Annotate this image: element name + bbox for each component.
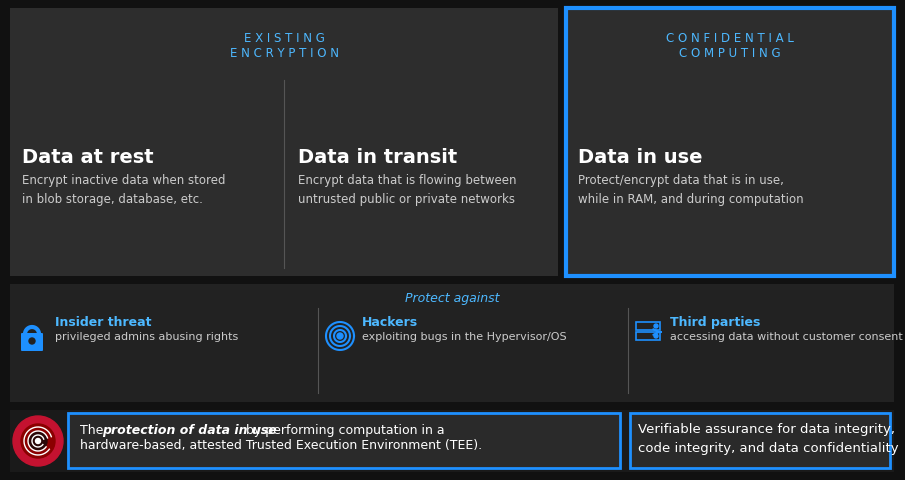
Text: Insider threat: Insider threat (55, 316, 151, 329)
Circle shape (13, 416, 63, 466)
Text: Verifiable assurance for data integrity,
code integrity, and data confidentialit: Verifiable assurance for data integrity,… (638, 423, 899, 455)
FancyBboxPatch shape (636, 322, 660, 330)
Circle shape (654, 324, 658, 328)
Text: privileged admins abusing rights: privileged admins abusing rights (55, 332, 238, 342)
Text: accessing data without customer consent: accessing data without customer consent (670, 332, 903, 342)
Text: Third parties: Third parties (670, 316, 760, 329)
FancyBboxPatch shape (10, 8, 558, 276)
Text: The: The (80, 424, 108, 437)
Text: Encrypt data that is flowing between
untrusted public or private networks: Encrypt data that is flowing between unt… (298, 174, 517, 206)
Circle shape (654, 334, 658, 338)
FancyBboxPatch shape (630, 413, 890, 468)
Text: Protect against: Protect against (405, 292, 500, 305)
FancyBboxPatch shape (21, 333, 43, 351)
Text: hardware-based, attested Trusted Execution Environment (TEE).: hardware-based, attested Trusted Executi… (80, 439, 482, 452)
Circle shape (337, 333, 343, 339)
Text: Encrypt inactive data when stored
in blob storage, database, etc.: Encrypt inactive data when stored in blo… (22, 174, 225, 206)
Text: Data in use: Data in use (578, 148, 702, 167)
Circle shape (35, 439, 41, 444)
Circle shape (21, 424, 55, 458)
Text: E X I S T I N G: E X I S T I N G (243, 32, 324, 45)
Text: Hackers: Hackers (362, 316, 418, 329)
Text: C O N F I D E N T I A L: C O N F I D E N T I A L (666, 32, 794, 45)
Text: Data in transit: Data in transit (298, 148, 457, 167)
Text: exploiting bugs in the Hypervisor/OS: exploiting bugs in the Hypervisor/OS (362, 332, 567, 342)
Text: Protect/encrypt data that is in use,
while in RAM, and during computation: Protect/encrypt data that is in use, whi… (578, 174, 804, 206)
Text: E N C R Y P T I O N: E N C R Y P T I O N (230, 47, 338, 60)
Circle shape (29, 338, 35, 344)
FancyBboxPatch shape (566, 8, 894, 276)
Text: protection of data in use: protection of data in use (102, 424, 277, 437)
Text: Data at rest: Data at rest (22, 148, 154, 167)
Text: by performing computation in a: by performing computation in a (242, 424, 444, 437)
FancyBboxPatch shape (636, 332, 660, 340)
FancyBboxPatch shape (68, 413, 620, 468)
Circle shape (29, 432, 47, 450)
FancyBboxPatch shape (10, 284, 894, 402)
FancyBboxPatch shape (10, 410, 894, 472)
Text: C O M P U T I N G: C O M P U T I N G (679, 47, 781, 60)
